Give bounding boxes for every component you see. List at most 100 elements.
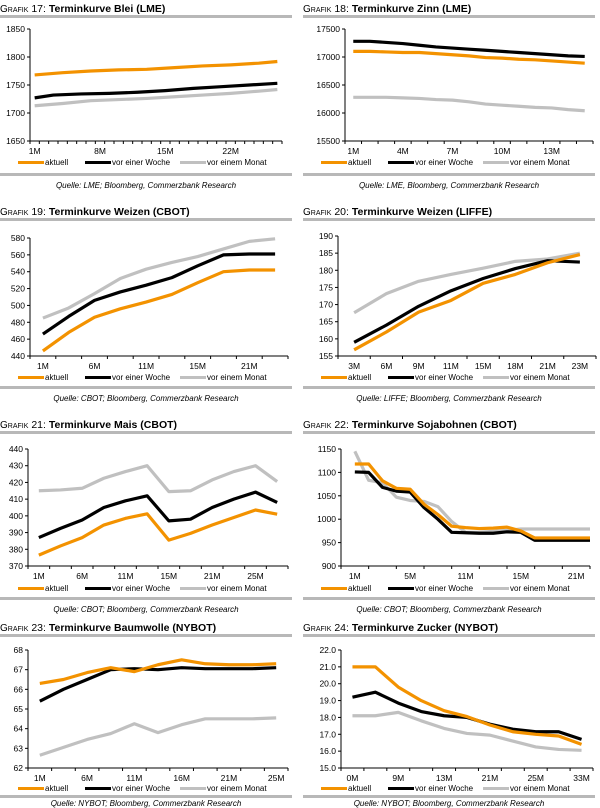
divider [0,218,292,221]
chart-title-number: 18 [334,3,347,15]
legend-label: aktuell [45,784,69,793]
x-tick-label: 1M [349,571,361,581]
source-note: Quelle: LIFFE; Bloomberg, Commerzbank Re… [356,394,542,403]
y-tick-label: 380 [9,544,23,554]
legend-label: aktuell [348,584,372,593]
legend-item: aktuell [321,373,371,382]
chart-panel-17: Grafik 17: Terminkurve Blei (LME) 1650 17… [0,3,295,193]
y-tick-label: 15.0 [319,763,336,773]
y-tick-label: 67 [14,665,24,675]
legend-label: vor einer Woche [112,373,171,382]
source-note: Quelle: CBOT; Bloomberg, Commerzbank Res… [356,605,542,614]
chart-title-text: Terminkurve Zinn (LME) [351,3,472,15]
legend-swatch [180,376,206,379]
legend-label: vor einem Monat [207,373,267,382]
divider [303,634,595,637]
legend-item: aktuell [321,584,371,593]
legend-swatch [388,376,414,379]
legend-item: vor einem Monat [483,373,570,382]
legend-item: aktuell [18,158,68,167]
legend-swatch [85,161,111,164]
x-tick-label: 21M [204,571,221,581]
legend-label: vor einem Monat [207,584,267,593]
legend-swatch [180,587,206,590]
legend-item: vor einem Monat [180,784,267,793]
legend-label: vor einer Woche [415,373,474,382]
source-note: Quelle: NYBOT; Bloomberg, Commerzbank Re… [50,799,242,808]
chart-title-text: Terminkurve Mais (CBOT) [48,419,178,431]
y-tick-label: 440 [9,444,23,454]
x-tick-label: 6M [81,773,93,783]
legend-label: vor einem Monat [207,784,267,793]
divider [303,218,595,221]
chart-panel-23: Grafik 23: Terminkurve Baumwolle (NYBOT)… [0,622,295,808]
source-note: Quelle: CBOT; Bloomberg, Commerzbank Res… [53,605,239,614]
divider [0,15,292,18]
series-line-vor-einem-monat [38,464,279,494]
x-tick-label: 6M [76,571,88,581]
legend-item: aktuell [321,784,371,793]
legend-swatch [321,376,347,379]
y-tick-label: 15500 [316,136,340,146]
y-tick-label: 580 [11,233,25,243]
y-tick-label: 22.0 [319,645,336,655]
legend-swatch [483,376,509,379]
y-tick-label: 20.0 [319,679,336,689]
y-tick-label: 155 [319,351,333,361]
x-tick-label: 21M [482,773,499,783]
y-tick-label: 190 [319,231,333,241]
x-tick-label: 1M [29,146,41,156]
x-tick-label: 8M [94,146,106,156]
series-line-aktuell [354,462,590,540]
chart-panel-20: Grafik 20: Terminkurve Weizen (LIFFE) 15… [303,206,598,406]
y-tick-label: 410 [9,494,23,504]
x-tick-label: 1M [347,146,359,156]
series-line-vor-einer-woche [354,470,590,542]
legend-label: aktuell [348,158,372,167]
series-line-vor-einer-woche [353,259,580,344]
y-tick-label: 63 [14,743,24,753]
divider [303,15,595,18]
source-note: Quelle: NYBOT; Bloomberg, Commerzbank Re… [353,799,545,808]
line-chart: 900 950 1000 1050 1100 1150 1M 5M 11M 15M 21M [317,444,591,581]
source-note: Quelle: LME; Bloomberg, Commerzbank Rese… [55,181,237,190]
chart-title-prefix: Grafik [0,4,29,15]
x-tick-label: 0M [347,773,359,783]
chart-title-text: Terminkurve Baumwolle (NYBOT) [48,622,217,634]
chart-title-text: Terminkurve Blei (LME) [48,3,166,15]
chart-title-number: 24 [334,622,347,634]
chart-title: Grafik 22: Terminkurve Sojabohnen (CBOT) [303,419,517,431]
legend-label: vor einer Woche [415,784,474,793]
y-tick-label: 170 [319,300,333,310]
legend-item: vor einer Woche [85,784,170,793]
y-tick-label: 540 [11,267,25,277]
series-line-vor-einem-monat [34,87,278,108]
chart-title: Grafik 23: Terminkurve Baumwolle (NYBOT) [0,622,217,634]
chart-title-text: Terminkurve Sojabohnen (CBOT) [351,419,517,431]
x-tick-label: 25M [247,571,264,581]
legend-label: vor einem Monat [510,373,570,382]
series-line-aktuell [39,658,277,686]
chart-title: Grafik 21: Terminkurve Mais (CBOT) [0,419,178,431]
x-tick-label: 15M [475,361,492,371]
x-tick-label: 13M [543,146,560,156]
divider [0,431,292,434]
x-tick-label: 4M [397,146,409,156]
series-line-vor-einem-monat [353,251,581,315]
legend-swatch [321,787,347,790]
y-tick-label: 370 [9,561,23,571]
legend-label: vor einem Monat [510,784,570,793]
series-line-vor-einem-monat [353,95,585,113]
x-tick-label: 15M [189,361,206,371]
y-tick-label: 1800 [6,52,25,62]
divider [0,386,292,389]
legend-label: vor einem Monat [510,584,570,593]
chart-title-prefix: Grafik [0,420,29,431]
x-tick-label: 11M [443,361,459,371]
x-tick-label: 1M [34,773,46,783]
chart-title-prefix: Grafik [303,420,332,431]
chart-title-prefix: Grafik [0,623,29,634]
legend-swatch [388,787,414,790]
chart-title-prefix: Grafik [0,207,29,218]
legend-item: vor einer Woche [85,373,170,382]
